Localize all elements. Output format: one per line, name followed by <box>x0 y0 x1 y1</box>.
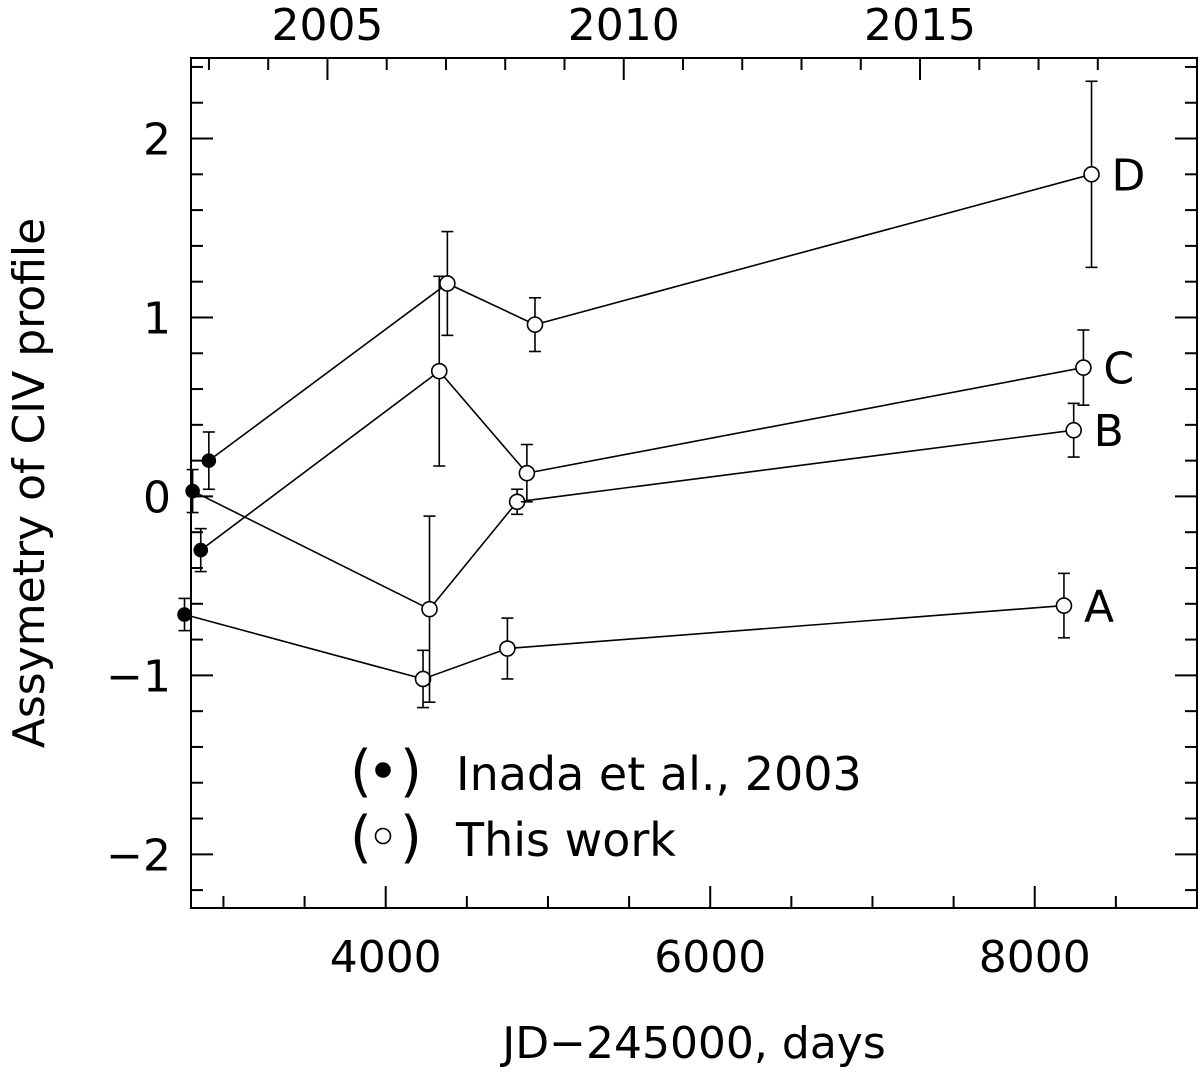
y-tick-label: 2 <box>143 115 171 166</box>
y-tick-label: 1 <box>143 293 171 344</box>
series-c: C <box>193 275 1134 573</box>
top-tick-label: 2010 <box>568 0 680 51</box>
data-point-open <box>526 316 544 333</box>
legend-entry: () This work <box>350 805 676 870</box>
x-axis-title: JD−245000, days <box>499 1018 886 1069</box>
legend-paren-close: ) <box>400 805 422 870</box>
legend-paren-close: ) <box>400 739 422 804</box>
legend-label: Inada et al., 2003 <box>456 747 862 801</box>
data-point-open <box>518 464 536 482</box>
data-point-open <box>1075 359 1092 376</box>
data-point-open <box>439 275 456 292</box>
series-d: D <box>201 80 1146 491</box>
legend: () Inada et al., 2003 () This work <box>350 739 862 870</box>
series-b: B <box>185 402 1124 704</box>
data-point-open <box>414 670 432 688</box>
data-point-filled <box>193 542 209 558</box>
series-line <box>192 429 1074 611</box>
x-tick-label: 8000 <box>979 932 1091 983</box>
series-layer: A BC D <box>177 80 1146 709</box>
data-point-open <box>1083 166 1100 183</box>
plot-frame <box>190 57 1198 909</box>
data-point-open <box>499 640 516 657</box>
y-tick-label: −2 <box>106 830 171 881</box>
top-tick-label: 2015 <box>864 0 976 51</box>
data-point-filled <box>185 483 200 499</box>
series-label: B <box>1094 406 1124 457</box>
data-point-filled <box>177 607 192 622</box>
data-point-open <box>430 362 448 380</box>
data-point-filled <box>201 453 217 468</box>
data-point-open <box>1055 597 1073 614</box>
series-line <box>184 604 1065 680</box>
ticks <box>191 58 1198 908</box>
tick-labels: 4000 6000 8000 2005 2010 2015 −2 −1 0 1 2 <box>106 0 1091 983</box>
data-point-open <box>421 600 438 618</box>
top-tick-label: 2005 <box>271 0 383 51</box>
legend-marker-filled <box>375 762 391 778</box>
y-tick-label: −1 <box>106 651 171 702</box>
legend-label: This work <box>455 813 676 867</box>
y-axis-title: Assymetry of CIV profile <box>4 218 55 748</box>
x-tick-label: 6000 <box>654 932 766 983</box>
series-label: D <box>1112 150 1146 201</box>
series-a: A <box>177 572 1114 709</box>
x-tick-label: 4000 <box>330 932 442 983</box>
series-label: A <box>1084 582 1114 633</box>
series-label: C <box>1103 344 1134 395</box>
y-tick-label: 0 <box>143 472 171 523</box>
data-point-open <box>1065 421 1082 439</box>
legend-marker-open <box>374 827 392 845</box>
series-line <box>200 366 1084 551</box>
legend-entry: () Inada et al., 2003 <box>350 739 862 804</box>
series-line <box>208 173 1092 462</box>
legend-paren-open: ( <box>350 739 372 804</box>
legend-paren-open: ( <box>350 805 372 870</box>
